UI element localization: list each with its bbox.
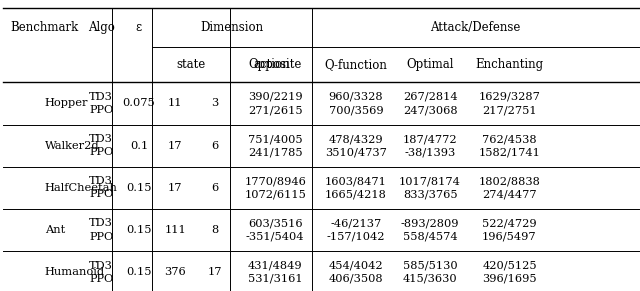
Text: 6: 6 <box>211 183 219 193</box>
Text: HalfCheetah: HalfCheetah <box>45 183 118 193</box>
Text: 1802/8838
274/4477: 1802/8838 274/4477 <box>479 176 540 199</box>
Text: 751/4005
241/1785: 751/4005 241/1785 <box>248 134 303 157</box>
Text: 6: 6 <box>211 141 219 151</box>
Text: 0.15: 0.15 <box>126 183 152 193</box>
Text: TD3
PPO: TD3 PPO <box>89 261 113 284</box>
Text: 390/2219
271/2615: 390/2219 271/2615 <box>248 92 303 115</box>
Text: 1770/8946
1072/6115: 1770/8946 1072/6115 <box>244 176 306 199</box>
Text: 11: 11 <box>168 98 182 109</box>
Text: 376: 376 <box>164 267 186 277</box>
Text: Ant: Ant <box>45 225 65 235</box>
Text: 1603/8471
1665/4218: 1603/8471 1665/4218 <box>325 176 387 199</box>
Text: 0.1: 0.1 <box>130 141 148 151</box>
Text: 478/4329
3510/4737: 478/4329 3510/4737 <box>325 134 387 157</box>
Text: 267/2814
247/3068: 267/2814 247/3068 <box>403 92 458 115</box>
Text: Humanoid: Humanoid <box>45 267 105 277</box>
Text: 431/4849
531/3161: 431/4849 531/3161 <box>248 261 303 284</box>
Text: 762/4538
1582/1741: 762/4538 1582/1741 <box>479 134 540 157</box>
Text: 187/4772
-38/1393: 187/4772 -38/1393 <box>403 134 458 157</box>
Text: Attack/Defense: Attack/Defense <box>430 21 521 34</box>
Text: action: action <box>253 58 290 71</box>
Text: 0.15: 0.15 <box>126 225 152 235</box>
Text: 17: 17 <box>168 141 182 151</box>
Text: 3: 3 <box>211 98 219 109</box>
Text: 1017/8174
833/3765: 1017/8174 833/3765 <box>399 176 461 199</box>
Text: Algo: Algo <box>88 21 115 34</box>
Text: 522/4729
196/5497: 522/4729 196/5497 <box>482 219 537 242</box>
Text: -46/2137
-157/1042: -46/2137 -157/1042 <box>326 219 385 242</box>
Text: 0.075: 0.075 <box>122 98 156 109</box>
Text: state: state <box>177 58 205 71</box>
Text: Q-function: Q-function <box>324 58 387 71</box>
Text: 420/5125
396/1695: 420/5125 396/1695 <box>482 261 537 284</box>
Text: Dimension: Dimension <box>200 21 264 34</box>
Text: 8: 8 <box>211 225 219 235</box>
Text: 17: 17 <box>168 183 182 193</box>
Text: TD3
PPO: TD3 PPO <box>89 176 113 199</box>
Text: Hopper: Hopper <box>45 98 88 109</box>
Text: Enchanting: Enchanting <box>476 58 543 71</box>
Text: 1629/3287
217/2751: 1629/3287 217/2751 <box>479 92 540 115</box>
Text: Benchmark: Benchmark <box>11 21 79 34</box>
Text: -893/2809
558/4574: -893/2809 558/4574 <box>401 219 460 242</box>
Text: 0.15: 0.15 <box>126 267 152 277</box>
Text: Walker2d: Walker2d <box>45 141 99 151</box>
Text: 960/3328
700/3569: 960/3328 700/3569 <box>328 92 383 115</box>
Text: 585/5130
415/3630: 585/5130 415/3630 <box>403 261 458 284</box>
Text: Opposite: Opposite <box>248 58 302 71</box>
Text: 454/4042
406/3508: 454/4042 406/3508 <box>328 261 383 284</box>
Text: Optimal: Optimal <box>406 58 454 71</box>
Text: TD3
PPO: TD3 PPO <box>89 219 113 242</box>
Text: ε: ε <box>136 21 142 34</box>
Text: 111: 111 <box>164 225 186 235</box>
Text: 603/3516
-351/5404: 603/3516 -351/5404 <box>246 219 305 242</box>
Text: 17: 17 <box>208 267 222 277</box>
Text: TD3
PPO: TD3 PPO <box>89 92 113 115</box>
Text: TD3
PPO: TD3 PPO <box>89 134 113 157</box>
